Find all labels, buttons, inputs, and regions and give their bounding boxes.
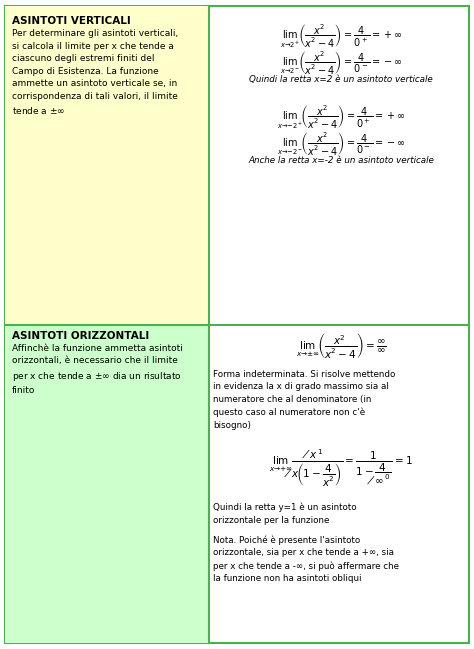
Text: $\lim_{x \to 2^-}\!\left(\dfrac{x^2}{x^2-4}\right) = \dfrac{4}{0^-} = -\infty$: $\lim_{x \to 2^-}\!\left(\dfrac{x^2}{x^2… bbox=[280, 49, 402, 76]
Text: Anche la retta x=-2 è un asintoto verticale: Anche la retta x=-2 è un asintoto vertic… bbox=[248, 156, 434, 165]
Text: $\lim_{x \to +\infty}\dfrac{\not{x}^{\,1}}{\not{x}\!\left(1-\dfrac{4}{x^2}\right: $\lim_{x \to +\infty}\dfrac{\not{x}^{\,1… bbox=[269, 448, 413, 489]
Text: $\lim_{x \to 2^+}\!\left(\dfrac{x^2}{x^2-4}\right) = \dfrac{4}{0^+} = +\infty$: $\lim_{x \to 2^+}\!\left(\dfrac{x^2}{x^2… bbox=[280, 23, 402, 50]
Text: Quindi la retta y=1 è un asintoto
orizzontale per la funzione: Quindi la retta y=1 è un asintoto orizzo… bbox=[213, 503, 357, 525]
Text: Forma indeterminata. Si risolve mettendo
in evidenza la x di grado massimo sia a: Forma indeterminata. Si risolve mettendo… bbox=[213, 370, 396, 430]
Text: $\lim_{x \to \pm\infty}\!\left(\dfrac{x^2}{x^2-4}\right) = \dfrac{\infty}{\infty: $\lim_{x \to \pm\infty}\!\left(\dfrac{x^… bbox=[296, 331, 387, 360]
Text: Per determinare gli asintoti verticali,
si calcola il limite per x che tende a
c: Per determinare gli asintoti verticali, … bbox=[12, 29, 178, 116]
Bar bbox=[5, 324, 209, 643]
Bar bbox=[5, 6, 209, 324]
Text: ASINTOTI ORIZZONTALI: ASINTOTI ORIZZONTALI bbox=[12, 331, 149, 341]
Text: $\lim_{x \to -2^+}\!\left(\dfrac{x^2}{x^2-4}\right) = \dfrac{4}{0^+} = +\infty$: $\lim_{x \to -2^+}\!\left(\dfrac{x^2}{x^… bbox=[277, 104, 405, 131]
Text: Quindi la retta x=2 è un asintoto verticale: Quindi la retta x=2 è un asintoto vertic… bbox=[249, 75, 433, 84]
Text: $\lim_{x \to -2^-}\!\left(\dfrac{x^2}{x^2-4}\right) = \dfrac{4}{0^-} = -\infty$: $\lim_{x \to -2^-}\!\left(\dfrac{x^2}{x^… bbox=[277, 130, 405, 157]
Text: ASINTOTI VERTICALI: ASINTOTI VERTICALI bbox=[12, 16, 131, 26]
Text: Nota. Poiché è presente l'asintoto
orizzontale, sia per x che tende a +∞, sia
pe: Nota. Poiché è presente l'asintoto orizz… bbox=[213, 535, 399, 583]
Text: Affinchè la funzione ammetta asintoti
orizzontali, è necessario che il limite
pe: Affinchè la funzione ammetta asintoti or… bbox=[12, 344, 182, 395]
